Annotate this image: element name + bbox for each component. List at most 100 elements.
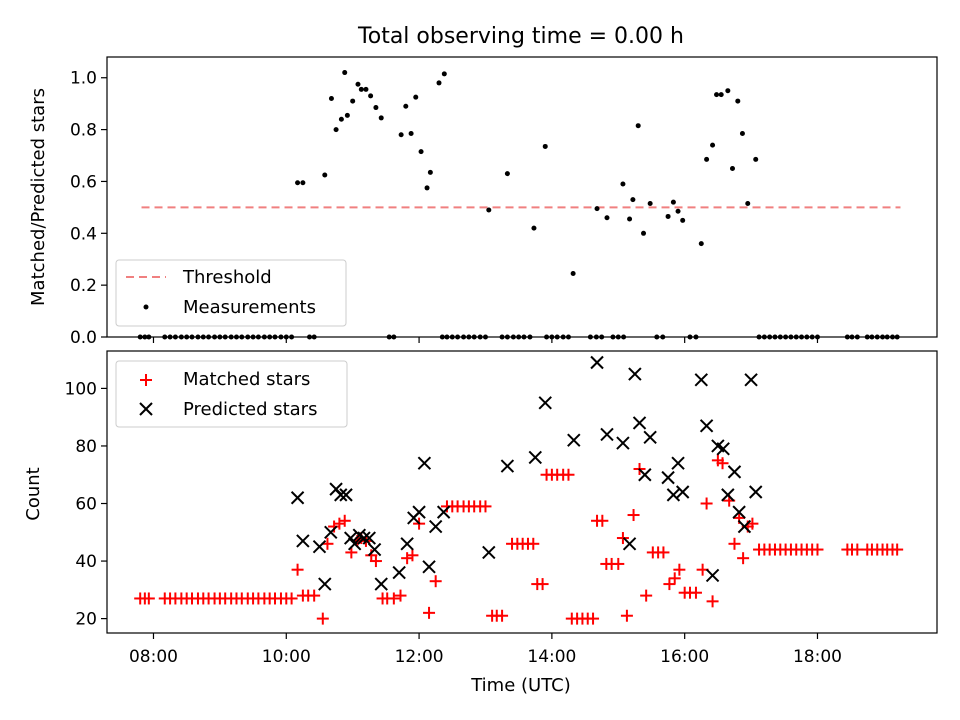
x-tick-label: 12:00	[395, 647, 444, 667]
measurement-point	[869, 334, 875, 340]
bottom-plot-area	[106, 350, 938, 634]
matched-star-point	[338, 514, 351, 527]
predicted-star-point	[334, 488, 348, 502]
measurement-point	[355, 81, 361, 87]
matched-star-point	[673, 563, 686, 576]
matched-star-point	[706, 595, 719, 608]
measurement-point	[283, 334, 289, 340]
measurement-point	[504, 334, 510, 340]
matched-star-point	[728, 537, 741, 550]
measurement-point	[654, 334, 660, 340]
matched-star-point	[423, 606, 436, 619]
measurement-point	[718, 92, 724, 98]
predicted-star-point	[616, 436, 630, 450]
bottom-y-axis-label: Count	[23, 467, 44, 520]
measurement-point	[195, 334, 201, 340]
matched-star-point	[627, 509, 640, 522]
measurement-point	[403, 103, 409, 109]
matched-star-point	[308, 589, 321, 602]
measurement-point	[455, 334, 461, 340]
matched-star-point	[394, 589, 407, 602]
matched-star-point	[668, 572, 681, 585]
measurement-point	[466, 334, 472, 340]
measurement-point	[761, 334, 767, 340]
measurement-point	[499, 334, 505, 340]
predicted-star-point	[324, 525, 338, 539]
measurement-point	[542, 143, 548, 149]
x-tick-label: 08:00	[129, 647, 178, 667]
measurement-point	[570, 270, 576, 276]
predicted-star-point	[694, 373, 708, 387]
matched-star-point	[387, 592, 400, 605]
measurement-point	[373, 105, 379, 111]
matched-star-point	[716, 457, 729, 470]
predicted-star-point	[671, 456, 685, 470]
top-y-axis-label: Matched/Predicted stars	[28, 88, 49, 306]
predicted-star-point	[392, 565, 406, 580]
matched-star-point	[587, 612, 600, 625]
measurement-point	[267, 334, 273, 340]
measurement-point	[338, 116, 344, 122]
measurement-point	[386, 334, 392, 340]
matched-star-point	[616, 532, 629, 545]
measurement-point	[641, 230, 647, 236]
measurement-point	[398, 132, 404, 138]
top-panel: 0.0 0.2 0.4 0.6 0.8 1.0 Matched/Predicted sta…	[28, 56, 938, 348]
predicted-star-point	[600, 427, 614, 442]
matched-star-point	[891, 543, 904, 556]
measurement-point	[620, 181, 626, 187]
measurement-point	[767, 334, 773, 340]
measurement-point	[635, 123, 641, 129]
x-tick-label: 10:00	[262, 647, 311, 667]
measurement-point	[864, 334, 870, 340]
measurement-point	[137, 334, 143, 340]
measurement-point	[504, 171, 510, 177]
matched-star-point	[291, 563, 304, 576]
measurement-point	[777, 334, 783, 340]
measurement-point	[531, 225, 537, 231]
matched-star-point	[369, 555, 382, 568]
measurement-point	[289, 334, 295, 340]
matched-star-point	[596, 514, 609, 527]
legend-matched-swatch	[140, 374, 152, 386]
bottom-y-ticks: 20 40 60 80 100	[65, 379, 107, 630]
measurement-point	[255, 334, 261, 340]
measurement-point	[444, 334, 450, 340]
measurement-point	[278, 334, 284, 340]
predicted-star-point	[737, 519, 752, 534]
matched-star-point	[811, 543, 824, 556]
measurement-point	[675, 208, 681, 214]
measurement-point	[729, 165, 735, 171]
matched-star-point	[657, 546, 670, 559]
measurement-point	[804, 334, 810, 340]
legend-predicted-label: Predicted stars	[183, 399, 317, 420]
measurement-point	[665, 213, 671, 219]
measurement-point	[516, 334, 522, 340]
measurement-point	[162, 334, 168, 340]
x-tick-label: 16:00	[660, 647, 709, 667]
legend-measurements-label: Measurements	[183, 297, 316, 318]
matched-star-point	[640, 589, 653, 602]
measurement-point	[670, 199, 676, 205]
predicted-star-point	[296, 534, 310, 548]
top-y-tick-label: 0.2	[70, 276, 97, 296]
measurement-point	[233, 334, 239, 340]
measurement-point	[424, 185, 430, 191]
predicted-star-point	[643, 430, 657, 445]
top-y-ticks: 0.0 0.2 0.4 0.6 0.8 1.0	[70, 69, 107, 348]
measurement-point	[350, 98, 356, 104]
measurement-point	[710, 142, 716, 148]
measurement-point	[745, 200, 751, 206]
predicted-star-point	[661, 470, 675, 485]
measurement-point	[814, 334, 820, 340]
predicted-star-point	[727, 465, 742, 479]
measurement-point	[408, 130, 414, 136]
measurement-point	[167, 334, 173, 340]
measurement-point	[368, 93, 374, 99]
matched-star-point	[401, 552, 414, 565]
measurement-point	[358, 86, 364, 92]
measurement-point	[178, 334, 184, 340]
predicted-star-point	[699, 419, 714, 433]
measurement-point	[239, 334, 245, 340]
predicted-star-point	[422, 560, 436, 574]
